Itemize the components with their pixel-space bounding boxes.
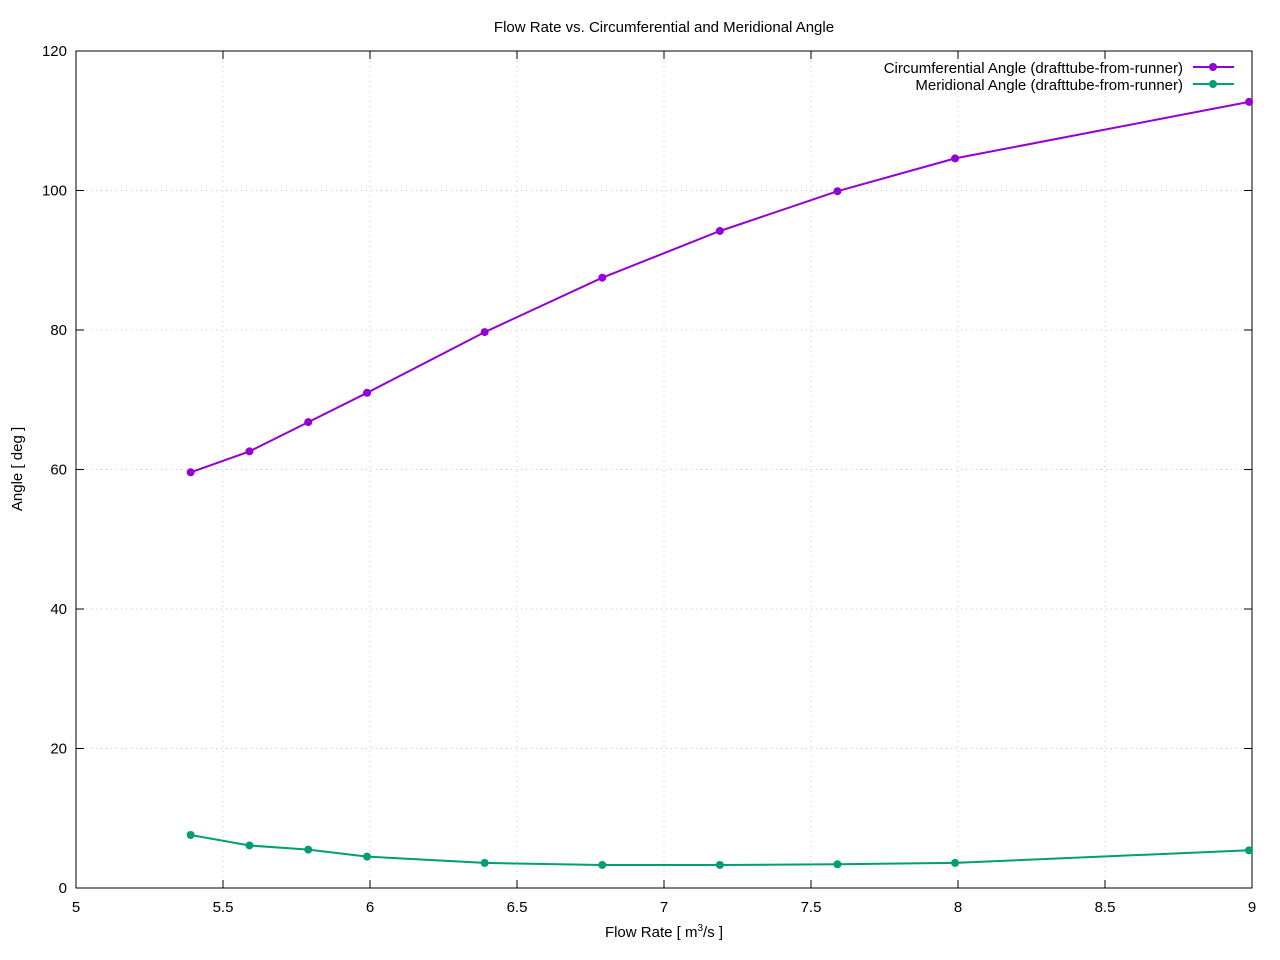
legend-marker-circumferential	[1209, 63, 1217, 71]
grid-lines	[76, 51, 1252, 888]
chart-title: Flow Rate vs. Circumferential and Meridi…	[494, 19, 834, 36]
data-point-circumferential	[245, 447, 254, 456]
x-tick-label: 7.5	[801, 899, 822, 916]
data-point-meridional	[1245, 846, 1254, 855]
x-tick-label: 8	[954, 899, 962, 916]
data-point-circumferential	[598, 273, 607, 282]
data-point-circumferential	[715, 226, 724, 235]
x-tick-label: 7	[660, 899, 668, 916]
data-point-meridional	[598, 860, 607, 869]
x-tick-label: 9	[1248, 899, 1256, 916]
y-tick-label: 80	[50, 322, 67, 339]
legend: Circumferential Angle (drafttube-from-ru…	[884, 60, 1234, 94]
x-axis-label: Flow Rate [ m3/s ]	[605, 923, 723, 941]
data-point-meridional	[833, 860, 842, 869]
data-point-circumferential	[363, 388, 372, 397]
legend-label-circumferential: Circumferential Angle (drafttube-from-ru…	[884, 60, 1183, 77]
y-tick-label: 0	[59, 880, 67, 897]
x-tick-label: 6	[366, 899, 374, 916]
data-point-meridional	[951, 858, 960, 867]
y-tick-label: 20	[50, 741, 67, 758]
data-point-meridional	[304, 845, 313, 854]
legend-label-meridional: Meridional Angle (drafttube-from-runner)	[915, 77, 1183, 94]
series-group	[186, 97, 1254, 869]
data-point-circumferential	[951, 154, 960, 163]
data-point-circumferential	[304, 418, 313, 427]
series-line-circumferential	[190, 100, 1250, 474]
y-tick-labels: 0 20 40 60 80 100 120	[42, 43, 67, 897]
y-tick-label: 60	[50, 462, 67, 479]
y-axis-label: Angle [ deg ]	[9, 427, 26, 511]
data-point-meridional	[363, 852, 372, 861]
x-tick-label: 6.5	[507, 899, 528, 916]
legend-samples	[1193, 63, 1234, 88]
x-tick-label: 8.5	[1095, 899, 1116, 916]
x-axis-label-prefix: Flow Rate [ m	[605, 924, 698, 941]
y-tick-label: 120	[42, 43, 67, 60]
y-tick-label: 40	[50, 601, 67, 618]
x-axis-label-suffix: /s ]	[703, 924, 723, 941]
x-tick-labels: 5 5.5 6 6.5 7 7.5 8 8.5 9	[72, 899, 1256, 916]
data-point-meridional	[480, 858, 489, 867]
data-point-meridional	[245, 841, 254, 850]
data-point-circumferential	[1245, 97, 1254, 106]
x-tick-label: 5	[72, 899, 80, 916]
data-point-circumferential	[480, 328, 489, 337]
legend-marker-meridional	[1209, 80, 1217, 88]
data-point-circumferential	[833, 187, 842, 196]
axis-ticks	[75, 50, 1253, 889]
x-tick-label: 5.5	[213, 899, 234, 916]
y-tick-label: 100	[42, 183, 67, 200]
data-point-circumferential	[186, 468, 195, 477]
x-axis-label-sup: 3	[697, 923, 703, 934]
data-point-meridional	[715, 860, 724, 869]
data-point-meridional	[186, 830, 195, 839]
series-line-meridional	[190, 834, 1250, 866]
